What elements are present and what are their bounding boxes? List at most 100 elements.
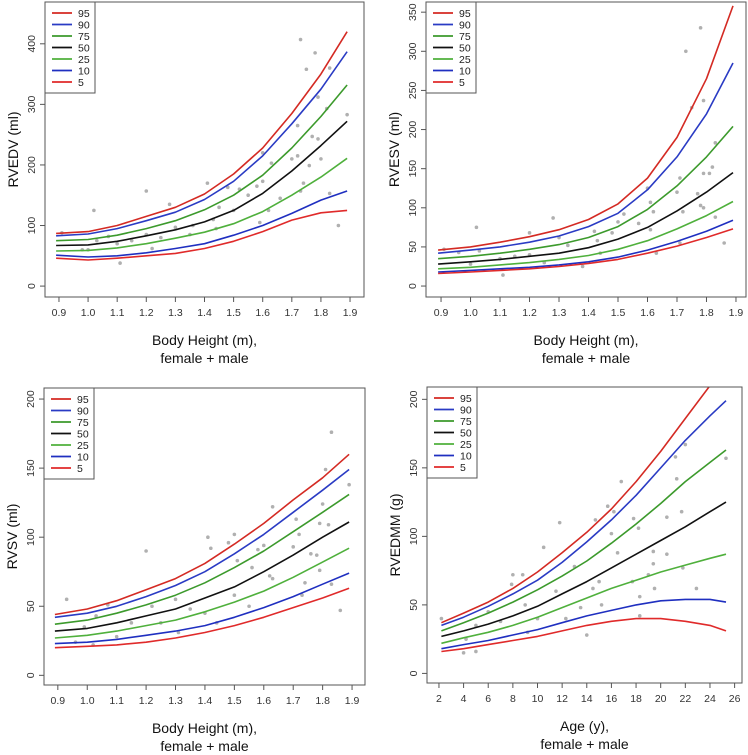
x-tick-label: 1.3 xyxy=(168,307,183,319)
legend-label-p90: 90 xyxy=(459,20,471,32)
x-tick-label: 1.1 xyxy=(109,695,124,707)
percentile-line-p50 xyxy=(441,501,727,638)
data-point xyxy=(637,614,642,618)
data-point xyxy=(651,209,656,214)
y-tick-label: 350 xyxy=(407,3,419,21)
data-point xyxy=(92,208,96,213)
x-axis-label: Body Height (m), xyxy=(152,720,257,736)
y-tick-label: 100 xyxy=(408,527,420,545)
data-point xyxy=(345,112,349,117)
legend-label-p75: 75 xyxy=(77,417,89,429)
legend-label-p90: 90 xyxy=(77,406,89,418)
x-tick-label: 12 xyxy=(556,693,568,705)
x-tick-label: 1.4 xyxy=(581,307,596,319)
data-point xyxy=(247,604,251,609)
legend-label-p10: 10 xyxy=(77,452,89,464)
percentile-line-p90 xyxy=(438,62,734,254)
data-point xyxy=(652,586,657,591)
data-point xyxy=(329,430,334,435)
percentile-line-p50 xyxy=(438,171,734,265)
data-point xyxy=(584,633,589,637)
legend-label-p50: 50 xyxy=(77,429,89,441)
x-tick-label: 0.9 xyxy=(52,307,67,319)
data-point xyxy=(217,205,221,210)
x-tick-label: 4 xyxy=(461,693,467,705)
percentile-line-p25 xyxy=(441,553,727,645)
y-tick-label: 0 xyxy=(407,283,419,289)
data-point xyxy=(303,580,307,585)
x-tick-label: 1.6 xyxy=(255,307,270,319)
data-point xyxy=(235,558,240,563)
data-point xyxy=(619,479,624,484)
data-point xyxy=(232,532,237,537)
data-point xyxy=(681,566,685,570)
data-point xyxy=(615,551,620,555)
x-tick-label: 1.7 xyxy=(285,307,300,319)
legend-label-p50: 50 xyxy=(460,428,472,440)
data-point xyxy=(461,651,466,655)
plot-frame xyxy=(425,1,747,298)
x-tick-label: 20 xyxy=(655,693,667,705)
y-tick-label: 0 xyxy=(408,670,420,676)
data-point xyxy=(298,37,303,42)
data-point xyxy=(323,467,328,472)
x-tick-label: 22 xyxy=(679,693,691,705)
data-point xyxy=(320,502,325,506)
data-point xyxy=(209,546,213,551)
x-tick-label: 16 xyxy=(606,693,618,705)
x-tick-label: 1.6 xyxy=(256,695,271,707)
y-tick-label: 300 xyxy=(26,95,38,113)
data-point xyxy=(724,456,728,461)
percentile-line-p50 xyxy=(56,120,348,247)
y-tick-label: 200 xyxy=(408,390,420,408)
data-point xyxy=(206,535,210,539)
percentile-line-p10 xyxy=(441,598,727,650)
data-point xyxy=(144,189,149,193)
y-tick-label: 200 xyxy=(407,121,419,139)
data-point xyxy=(317,568,322,573)
data-point xyxy=(246,193,250,198)
data-point xyxy=(520,572,525,577)
legend-label-p25: 25 xyxy=(77,440,89,452)
data-point xyxy=(114,634,119,639)
data-point xyxy=(167,202,172,207)
data-point xyxy=(631,516,636,521)
data-point xyxy=(612,509,616,514)
data-point xyxy=(118,261,122,265)
data-point xyxy=(675,190,679,194)
data-point xyxy=(679,509,684,514)
data-point xyxy=(523,603,527,607)
x-tick-label: 1.2 xyxy=(139,307,154,319)
percentile-line-p95 xyxy=(438,5,734,251)
data-point xyxy=(580,264,585,269)
y-axis-label: RVEDMM (g) xyxy=(387,494,403,577)
data-point xyxy=(599,603,604,607)
percentile-line-p95 xyxy=(441,387,710,624)
data-point xyxy=(129,621,134,625)
y-tick-label: 200 xyxy=(25,390,37,408)
data-point xyxy=(637,594,642,599)
data-point xyxy=(270,576,275,581)
y-tick-label: 50 xyxy=(407,241,419,253)
data-point xyxy=(338,608,343,613)
data-point xyxy=(609,531,614,536)
data-point xyxy=(592,229,597,234)
data-point xyxy=(294,517,298,522)
data-point xyxy=(474,649,478,654)
scatter-points xyxy=(64,430,351,647)
data-point xyxy=(250,565,254,570)
y-tick-label: 50 xyxy=(408,599,420,611)
x-tick-label: 1.8 xyxy=(699,307,714,319)
data-point xyxy=(255,184,259,188)
data-point xyxy=(188,607,193,611)
data-point xyxy=(707,171,712,176)
data-point xyxy=(501,273,505,277)
data-point xyxy=(509,582,514,587)
data-point xyxy=(698,203,703,208)
percentile-line-p10 xyxy=(438,219,734,273)
percentile-line-p5 xyxy=(438,228,734,275)
data-point xyxy=(648,200,653,205)
x-axis-label-line2: female + male xyxy=(160,738,249,754)
data-point xyxy=(595,238,600,243)
